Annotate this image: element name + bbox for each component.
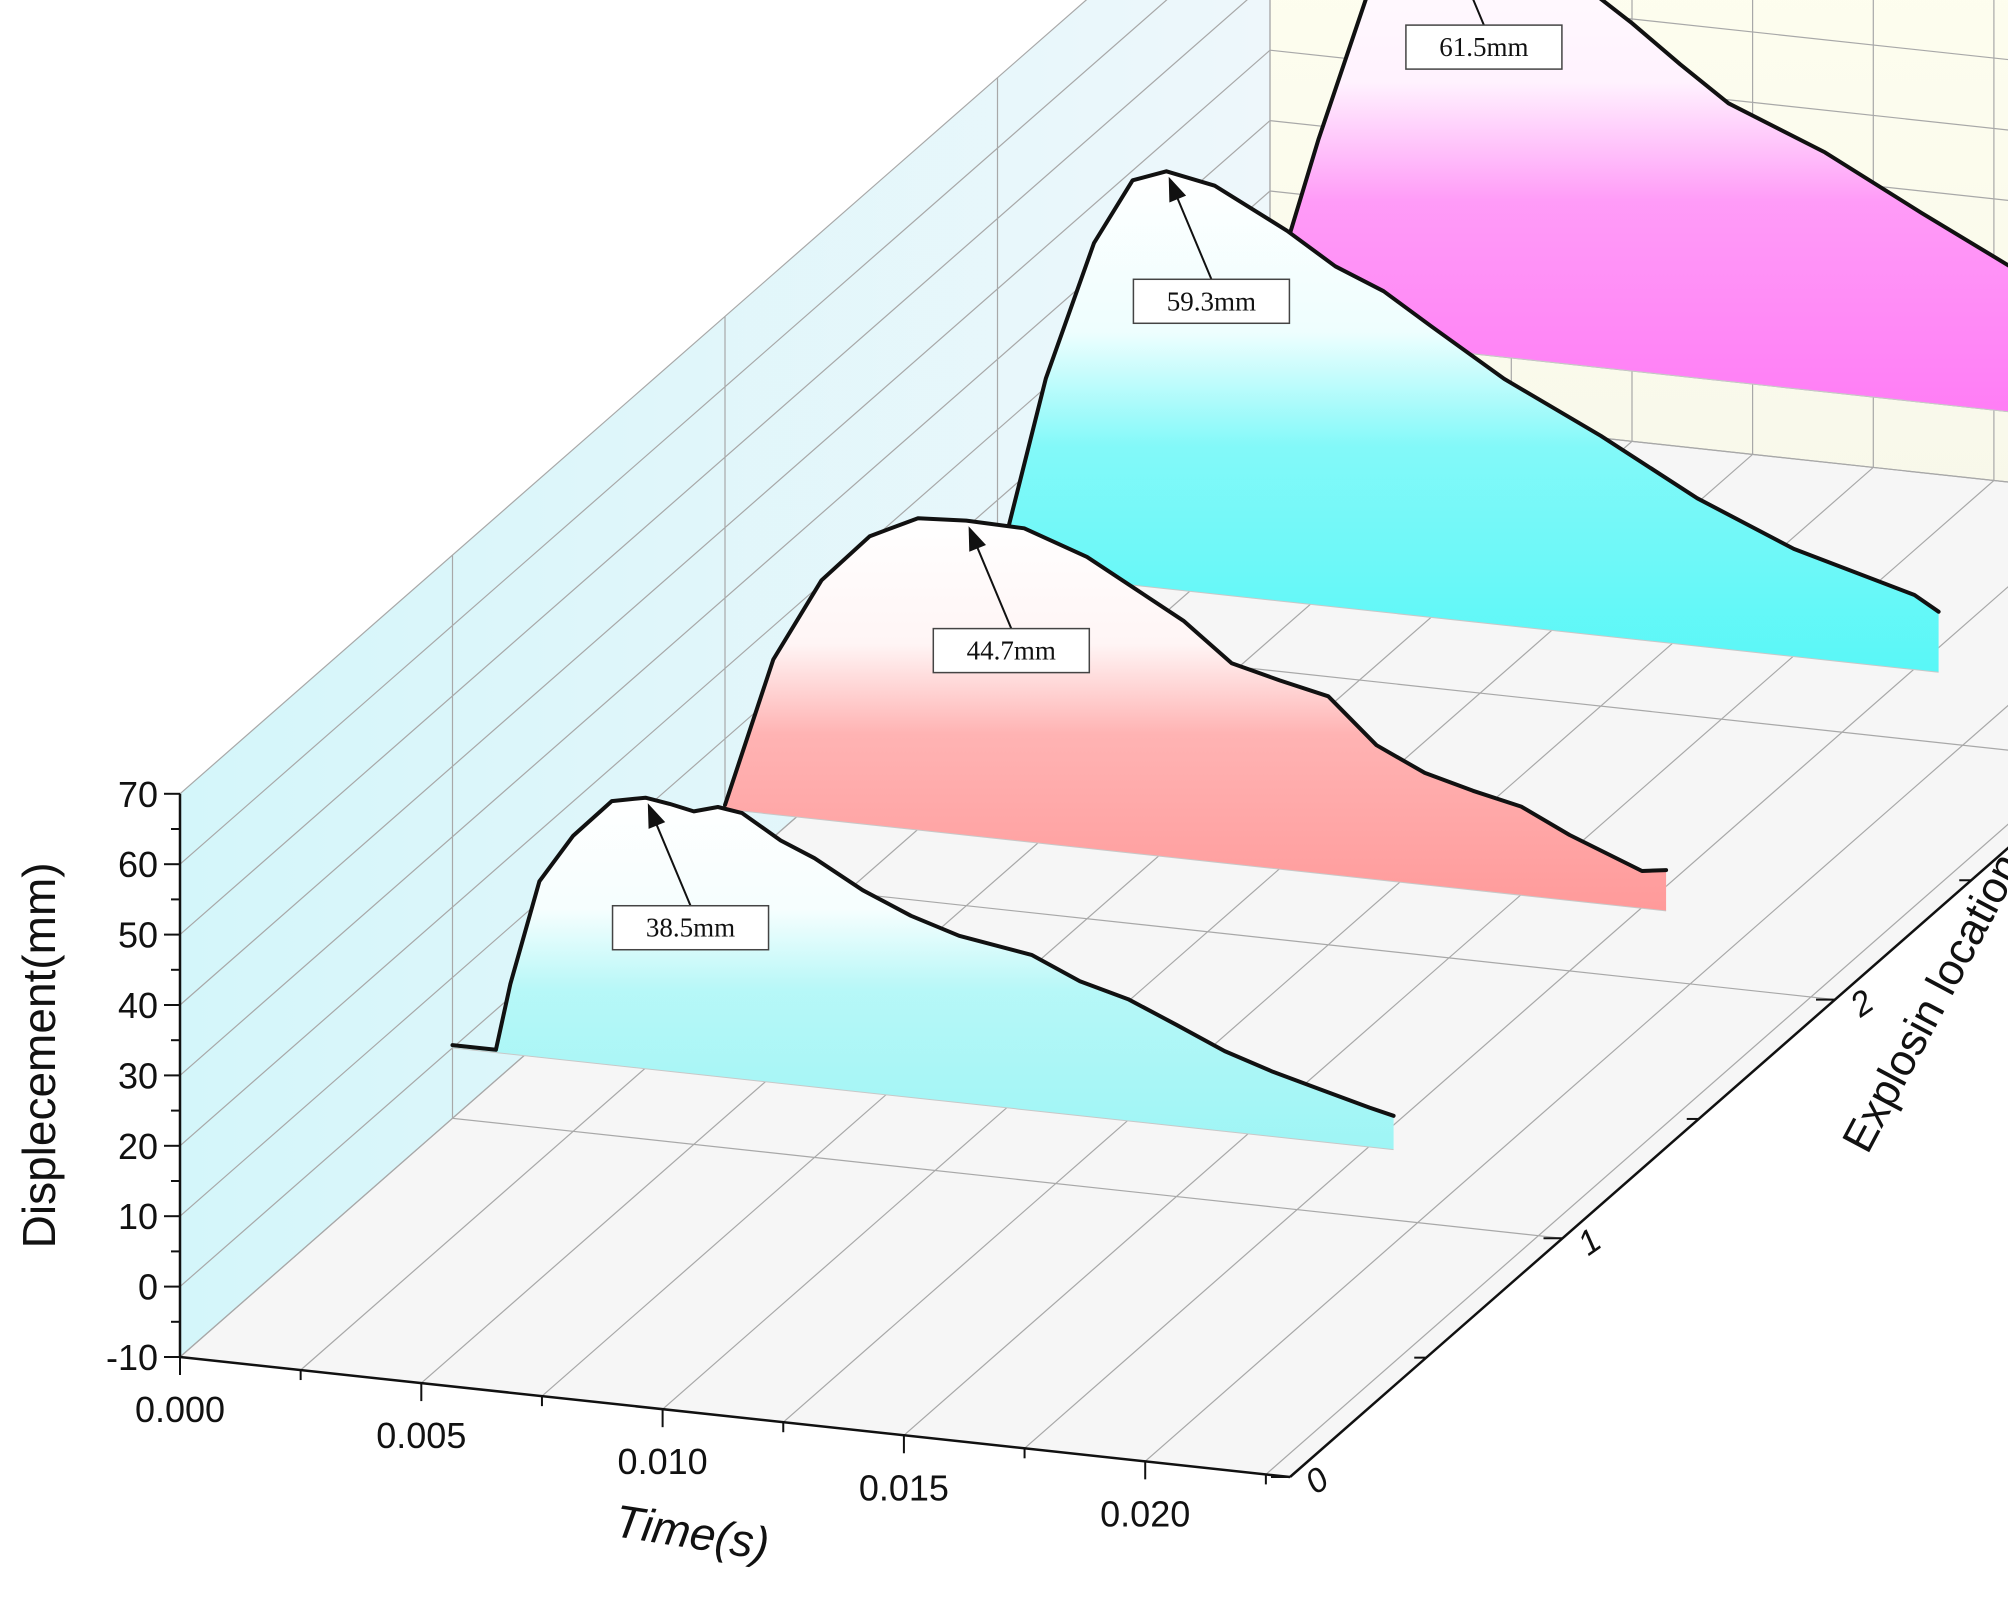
series-location-1: 38.5mm: [450, 795, 1396, 1151]
y-tick-label: 70: [118, 774, 158, 815]
chart-series: 61.5mm 59.3mm 44.7mm 38.5mm: [450, 0, 2008, 1151]
z-tick-label: 1: [1571, 1221, 1608, 1263]
series-baseline: [997, 570, 1939, 673]
x-tick-label: 0.005: [376, 1415, 466, 1456]
annotation-arrow-line: [1174, 193, 1213, 280]
series-ribbon-fill: [1270, 0, 2008, 412]
x-axis-title: Time(s): [611, 1494, 773, 1570]
annotation-box: [932, 627, 1091, 674]
annotation-box: [611, 904, 770, 951]
annotation-arrow-line: [653, 819, 692, 907]
annotation-arrow-head: [647, 803, 666, 829]
y-tick-label: -10: [106, 1337, 158, 1378]
x-tick-label: 0.010: [618, 1441, 708, 1482]
series-ribbon-fill: [725, 518, 1667, 911]
series-ribbon-fill: [452, 797, 1394, 1150]
annotation-arrow-head: [1168, 176, 1187, 203]
y-tick-label: 20: [118, 1126, 158, 1167]
z-tick-label: 2: [1843, 982, 1881, 1025]
y-tick-label: 10: [118, 1196, 158, 1237]
gridline-displacement: [179, 0, 2008, 936]
gridline-time: [1144, 704, 2008, 1462]
y-tick-label: 30: [118, 1055, 158, 1096]
series-location-3: 59.3mm: [995, 169, 1941, 673]
floor-plane: [180, 402, 2008, 1477]
series-baseline: [452, 1047, 1394, 1151]
annotation-label: 38.5mm: [646, 913, 735, 943]
x-tick-label: 0.000: [135, 1389, 225, 1430]
annotation-label: 61.5mm: [1439, 32, 1528, 62]
x-tick-label: 0.015: [859, 1467, 949, 1508]
chart-axes: [164, 792, 2008, 1485]
x-tick-label: 0.020: [1100, 1493, 1190, 1534]
annotation-label: 59.3mm: [1167, 286, 1256, 316]
gridline-time: [1265, 823, 2008, 1475]
y-axis-title: Displecement(mm): [13, 862, 65, 1248]
series-line: [723, 516, 1669, 873]
peak-annotation: 61.5mm: [1405, 0, 1563, 70]
gridline-location: [451, 555, 1563, 1239]
peak-annotation: 44.7mm: [932, 526, 1091, 674]
x-axis-line: [179, 1355, 1291, 1479]
peak-annotation: 59.3mm: [1132, 176, 1291, 325]
annotation-label: 44.7mm: [967, 636, 1056, 666]
annotation-box: [1132, 278, 1291, 325]
annotation-arrow-head: [968, 526, 986, 552]
y-tick-label: 40: [118, 985, 158, 1026]
annotation-box: [1405, 24, 1563, 70]
peak-annotation: 38.5mm: [611, 803, 770, 951]
gridline-displacement: [179, 0, 1088, 795]
series-baseline: [724, 808, 1667, 912]
y-tick-label: 50: [118, 915, 158, 956]
y-tick-label: 0: [138, 1267, 158, 1308]
gridline-displacement: [179, 0, 1168, 865]
series-location-4: 61.5mm: [1268, 0, 2008, 413]
annotation-arrow-line: [974, 542, 1013, 629]
y-tick-label: 60: [118, 844, 158, 885]
series-line: [995, 169, 1941, 614]
series-line: [1268, 0, 2008, 302]
series-location-2: 44.7mm: [723, 516, 1669, 912]
series-line: [450, 795, 1396, 1118]
annotation-arrow-line: [1472, 0, 1485, 26]
z-tick-label: 0: [1298, 1460, 1335, 1502]
